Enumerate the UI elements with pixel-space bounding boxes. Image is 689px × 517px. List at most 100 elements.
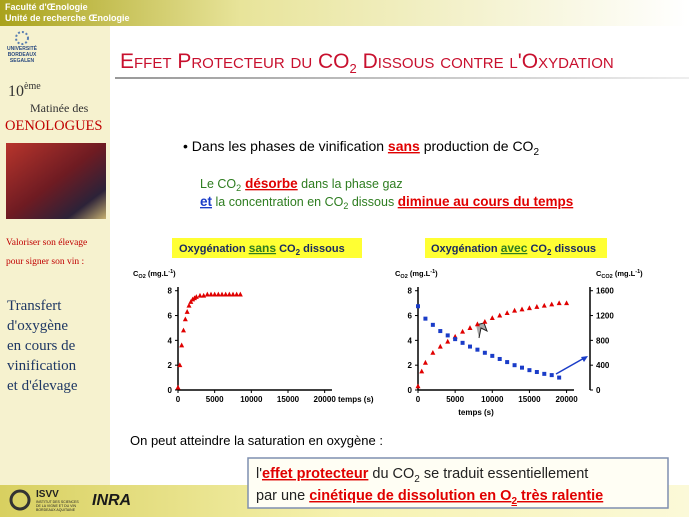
point — [212, 291, 218, 297]
header-line: Faculté d'Œnologie — [5, 2, 88, 12]
statement: Le CO2 désorbe dans la phase gaz — [200, 176, 403, 193]
point — [430, 349, 436, 355]
x-tick-label: 15000 — [277, 395, 300, 404]
x-axis-label: temps (s) — [338, 395, 374, 404]
tagline: pour signer son vin : — [6, 257, 84, 267]
isvv-caption: BORDEAUX AQUITAINE — [36, 508, 76, 512]
point — [497, 312, 503, 318]
y-tick-label: 6 — [168, 312, 173, 321]
point — [175, 384, 181, 390]
point — [177, 362, 183, 368]
x-tick-label: 20000 — [314, 395, 337, 404]
point — [234, 291, 240, 297]
point — [542, 371, 547, 376]
y2-tick-label: 800 — [596, 336, 610, 345]
point — [519, 306, 525, 312]
y2-tick-label: 1600 — [596, 287, 614, 296]
y-tick-label: 0 — [408, 386, 413, 395]
y2-tick-label: 0 — [596, 386, 601, 395]
x-tick-label: 10000 — [481, 395, 504, 404]
university-logo — [15, 31, 29, 45]
topic: Transfert — [7, 298, 62, 314]
y-tick-label: 0 — [168, 386, 173, 395]
point — [453, 337, 458, 342]
point — [226, 291, 232, 297]
x-tick-label: 15000 — [518, 395, 541, 404]
chart-label: Oxygénation sans CO2 dissous — [179, 241, 345, 257]
y-tick-label: 2 — [408, 361, 413, 370]
title-rule — [115, 77, 689, 79]
y-tick-label: 2 — [168, 361, 173, 370]
point — [223, 291, 229, 297]
isvv-caption: INSTITUT DES SCIENCES — [36, 500, 79, 504]
point — [467, 325, 473, 330]
point — [527, 368, 532, 373]
y-tick-label: 8 — [168, 287, 173, 296]
tagline: Valoriser son élevage — [6, 238, 87, 248]
point — [520, 365, 524, 370]
point — [197, 292, 203, 298]
isvv-logo — [9, 489, 31, 511]
point — [184, 309, 190, 314]
point — [549, 301, 555, 307]
y-axis-label: CO2 (mg.L-1) — [133, 269, 176, 280]
header-line: Unité de recherche Œnologie — [5, 13, 130, 23]
pointer-arrow — [475, 322, 488, 339]
point — [181, 327, 186, 333]
university-name: UNIVERSITÉ — [7, 44, 38, 52]
conclusion-box — [247, 457, 669, 509]
point — [564, 300, 570, 306]
point — [230, 291, 236, 297]
point — [534, 304, 540, 309]
photo — [6, 143, 106, 219]
point — [557, 375, 562, 380]
point — [512, 363, 517, 368]
point — [179, 342, 185, 348]
point — [526, 305, 532, 311]
point — [460, 328, 466, 334]
point — [482, 350, 487, 355]
bullet: • Dans les phases de vinification sans p… — [183, 138, 539, 158]
chart-label: Oxygénation avec CO2 dissous — [431, 241, 596, 257]
y2-tick-label: 1200 — [596, 312, 614, 321]
point — [186, 302, 192, 308]
event: OENOLOGUES — [5, 118, 102, 134]
point — [419, 368, 425, 374]
point — [445, 333, 450, 338]
edition: 10ème — [8, 81, 41, 100]
y-tick-label: 4 — [408, 336, 413, 345]
point — [208, 291, 214, 297]
university-name: BORDEAUX — [8, 52, 37, 58]
point — [489, 315, 495, 321]
point — [475, 347, 480, 352]
y2-axis-label: CCO2 (mg.L-1) — [596, 269, 643, 280]
point — [445, 338, 451, 344]
point — [482, 318, 488, 324]
point — [204, 291, 210, 297]
point — [193, 294, 199, 299]
x-tick-label: 5000 — [446, 395, 464, 404]
x-tick-label: 10000 — [240, 395, 263, 404]
point — [474, 321, 480, 327]
point — [416, 304, 420, 309]
x-tick-label: 0 — [176, 395, 181, 404]
point — [468, 344, 472, 349]
point — [437, 343, 443, 349]
x-tick-label: 0 — [416, 395, 421, 404]
x-axis-label: temps (s) — [458, 408, 494, 417]
point — [422, 359, 428, 365]
topic: en cours de — [7, 338, 76, 354]
point — [237, 291, 243, 297]
y-tick-label: 8 — [408, 287, 413, 296]
point — [215, 291, 221, 297]
point — [534, 370, 539, 375]
point — [541, 302, 547, 308]
x-tick-label: 20000 — [555, 395, 578, 404]
point — [556, 300, 562, 306]
point — [430, 322, 435, 327]
point — [504, 310, 510, 316]
event: Matinée des — [30, 101, 89, 115]
arrow — [555, 356, 587, 375]
